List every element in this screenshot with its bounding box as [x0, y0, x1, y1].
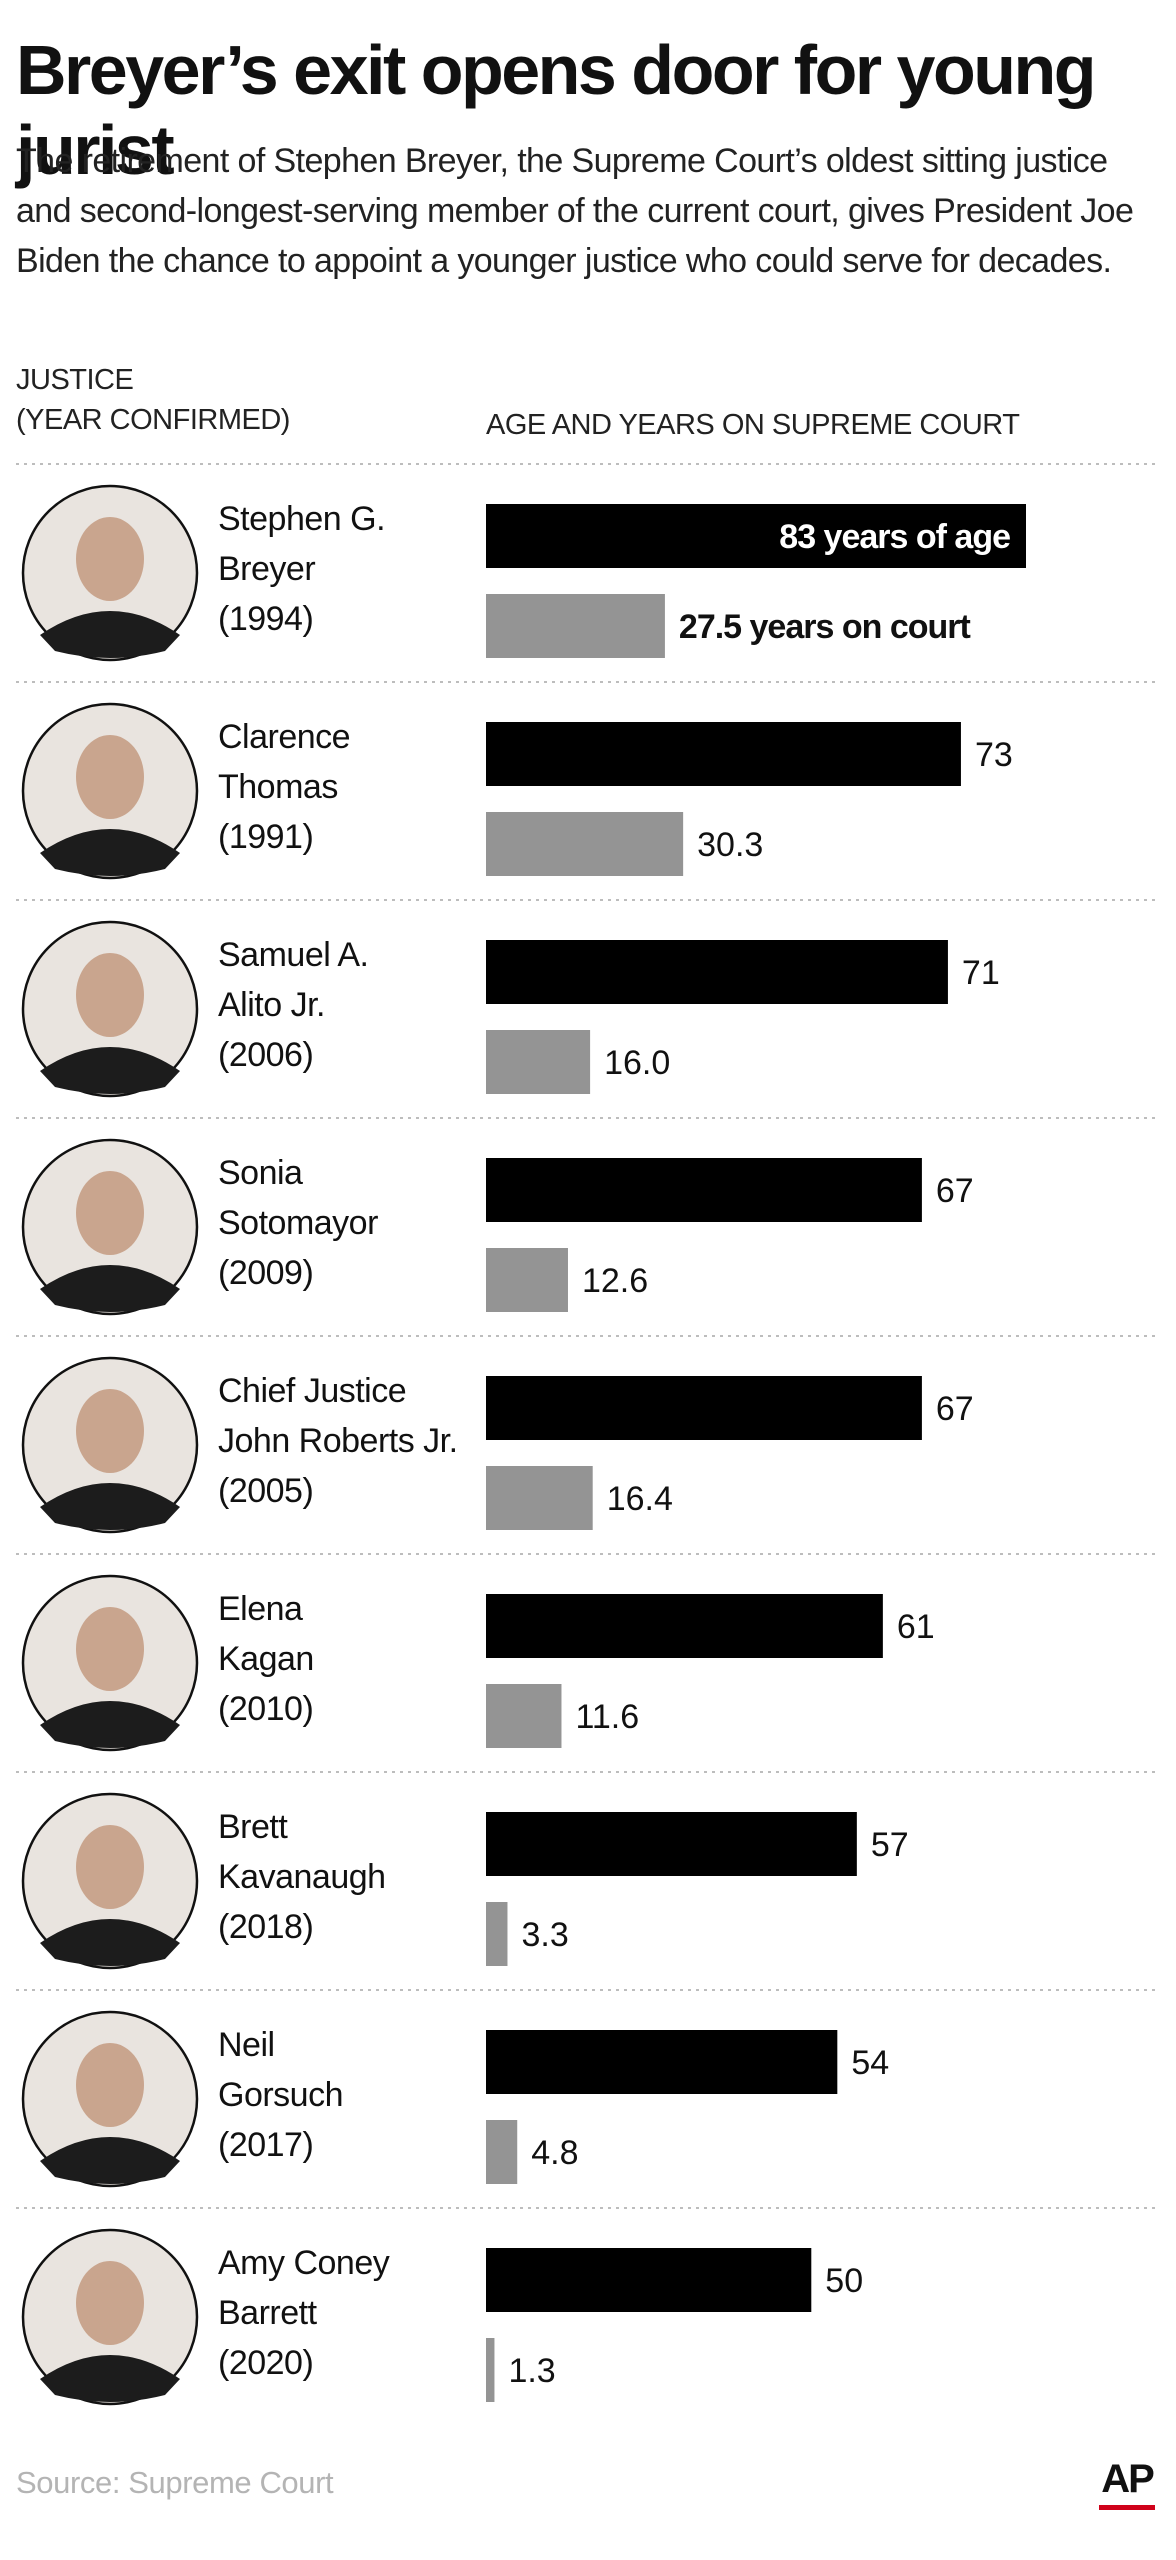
age-bar — [486, 722, 961, 786]
years-value-label: 11.6 — [575, 1698, 639, 1736]
age-value-label: 50 — [825, 2262, 863, 2300]
years-value-label: 3.3 — [521, 1916, 568, 1954]
age-bar — [486, 1812, 857, 1876]
age-value-label: 67 — [936, 1390, 974, 1428]
portrait-face-icon — [76, 735, 144, 819]
justice-name-line: (2018) — [218, 1908, 313, 1946]
age-value-label: 61 — [897, 1608, 935, 1646]
ap-logo: AP — [1097, 2455, 1157, 2510]
justice-name-line: Sotomayor — [218, 1204, 378, 1242]
years-on-court-bar — [486, 2120, 518, 2184]
age-value-label: 67 — [936, 1172, 974, 1210]
justice-name-line: Breyer — [218, 550, 315, 588]
age-value-label: 54 — [851, 2044, 889, 2082]
age-value-label: 73 — [975, 736, 1013, 774]
age-bar — [486, 940, 948, 1004]
years-on-court-bar — [486, 2338, 495, 2402]
ap-logo-accent — [1099, 2505, 1155, 2510]
portrait-robe-icon — [40, 2137, 180, 2184]
years-on-court-bar — [486, 1030, 591, 1094]
portrait-face-icon — [76, 1607, 144, 1691]
justice-name-line: Clarence — [218, 718, 350, 756]
justice-name-line: Kavanaugh — [218, 1858, 386, 1896]
portrait-robe-icon — [40, 2355, 180, 2402]
justice-name-line: Elena — [218, 1590, 303, 1628]
justice-name-line: Barrett — [218, 2294, 318, 2332]
justice-name-line: Thomas — [218, 768, 338, 806]
justice-name-line: Stephen G. — [218, 500, 385, 538]
justice-name-line: (2006) — [218, 1036, 313, 1074]
age-value-label: 57 — [871, 1826, 909, 1864]
years-value-label: 30.3 — [697, 826, 763, 864]
ap-logo-text: AP — [1101, 2457, 1155, 2501]
justice-name-line: (2020) — [218, 2344, 313, 2382]
age-bar — [486, 1594, 883, 1658]
years-value-label: 12.6 — [582, 1262, 648, 1300]
justice-name-line: Sonia — [218, 1154, 303, 1192]
years-value-label: 27.5 years on court — [679, 608, 971, 646]
portrait-face-icon — [76, 1171, 144, 1255]
years-on-court-bar — [486, 812, 684, 876]
justice-name-line: Samuel A. — [218, 936, 368, 974]
portrait-robe-icon — [40, 1265, 180, 1312]
column-header-age-years: AGE AND YEARS ON SUPREME COURT — [486, 409, 1020, 441]
bar-chart: Stephen G. Breyer (1994) 83 years of age 27.… — [0, 440, 1176, 2440]
chart-subtitle: The retirement of Stephen Breyer, the Su… — [16, 142, 1134, 280]
age-bar — [486, 504, 1026, 568]
years-value-label: 4.8 — [531, 2134, 578, 2172]
portrait-face-icon — [76, 953, 144, 1037]
source-note: Source: Supreme Court — [16, 2465, 334, 2500]
justice-name-line: Chief Justice — [218, 1372, 406, 1410]
justice-name-line: Alito Jr. — [218, 986, 325, 1024]
justice-name-line: Kagan — [218, 1640, 314, 1678]
portrait-robe-icon — [40, 611, 180, 658]
portrait-robe-icon — [40, 1919, 180, 1966]
justice-name-line: John Roberts Jr. — [218, 1422, 458, 1460]
justice-name-line: (2009) — [218, 1254, 313, 1292]
years-value-label: 16.0 — [604, 1044, 670, 1082]
age-bar — [486, 2248, 812, 2312]
portrait-face-icon — [76, 2043, 144, 2127]
column-header-justice-line1: JUSTICE — [16, 364, 134, 396]
years-value-label: 16.4 — [607, 1480, 673, 1518]
chart-title: Breyer’s exit opens door for young juris… — [16, 31, 1097, 189]
years-value-label: 1.3 — [508, 2352, 555, 2390]
years-on-court-bar — [486, 1684, 562, 1748]
age-value-label: 83 years of age — [779, 518, 1010, 556]
justice-name-line: (2005) — [218, 1472, 313, 1510]
justice-name-line: Amy Coney — [218, 2244, 390, 2282]
age-bar — [486, 1158, 922, 1222]
bar-chart-svg: Stephen G. Breyer (1994) 83 years of age 27.… — [16, 463, 1160, 2406]
column-header-justice-line2: (YEAR CONFIRMED) — [16, 404, 290, 436]
portrait-robe-icon — [40, 1047, 180, 1094]
portrait-robe-icon — [40, 829, 180, 876]
justice-name-line: Brett — [218, 1808, 288, 1846]
justice-name-line: (1991) — [218, 818, 313, 856]
justice-name-line: (1994) — [218, 600, 313, 638]
years-on-court-bar — [486, 1466, 593, 1530]
years-on-court-bar — [486, 1902, 508, 1966]
portrait-face-icon — [76, 1389, 144, 1473]
justice-name-line: Gorsuch — [218, 2076, 343, 2114]
age-bar — [486, 2030, 838, 2094]
portrait-face-icon — [76, 1825, 144, 1909]
justice-name-line: (2017) — [218, 2126, 313, 2164]
portrait-robe-icon — [40, 1701, 180, 1748]
age-value-label: 71 — [962, 954, 1000, 992]
age-bar — [486, 1376, 922, 1440]
column-header-justice: JUSTICE (YEAR CONFIRMED) — [16, 360, 316, 440]
years-on-court-bar — [486, 594, 665, 658]
portrait-robe-icon — [40, 1483, 180, 1530]
justice-name-line: Neil — [218, 2026, 275, 2064]
portrait-face-icon — [76, 2261, 144, 2345]
years-on-court-bar — [486, 1248, 568, 1312]
justice-name-line: (2010) — [218, 1690, 313, 1728]
portrait-face-icon — [76, 517, 144, 601]
